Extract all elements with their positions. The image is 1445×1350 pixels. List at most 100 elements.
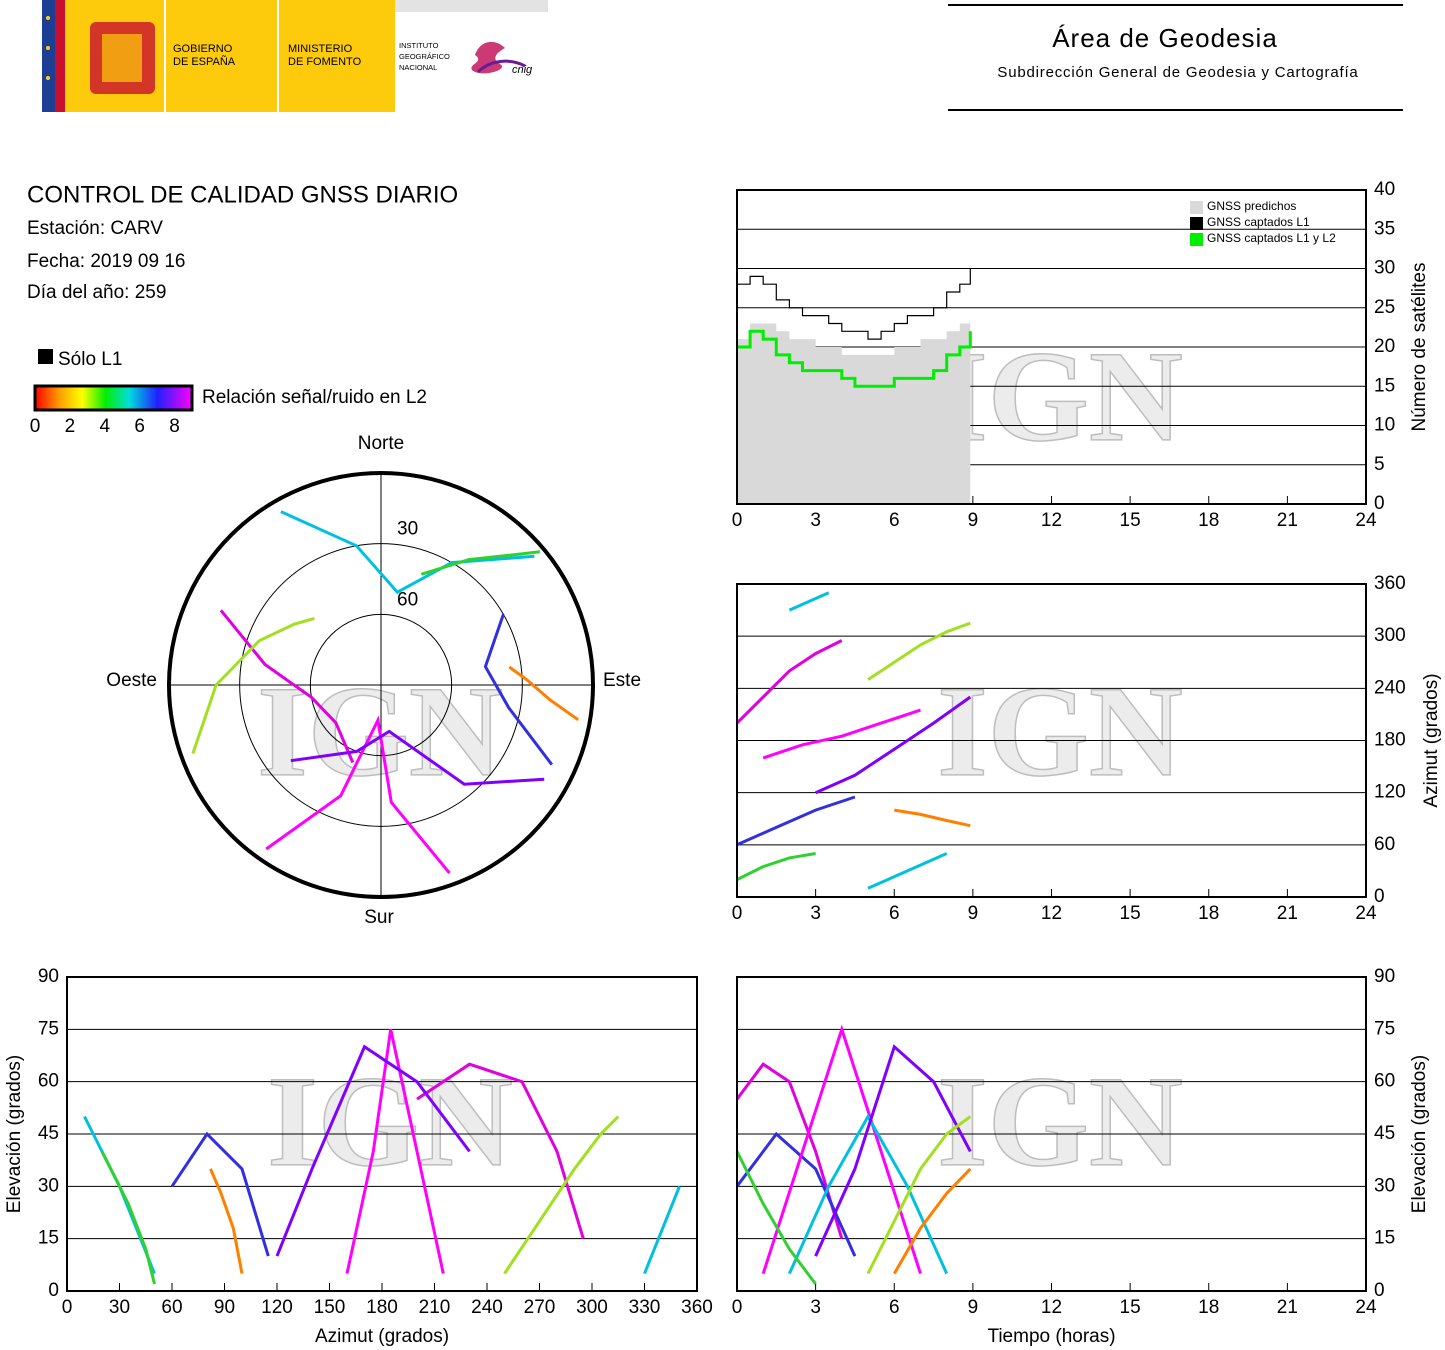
- y-tick-label: 120: [1374, 782, 1406, 803]
- x-tick-label: 0: [732, 510, 743, 531]
- x-tick-label: 300: [576, 1297, 608, 1318]
- satellite-track: [736, 852, 816, 881]
- x-tick-label: 15: [1120, 1297, 1141, 1318]
- y-tick-label: 90: [38, 966, 59, 987]
- snr-colorbar: [33, 384, 194, 412]
- ring-label: 60: [397, 589, 418, 610]
- x-tick-label: 0: [62, 1297, 73, 1318]
- y-tick-label: 90: [1374, 966, 1395, 987]
- x-tick-label: 330: [629, 1297, 661, 1318]
- y-axis-title: Elevación (grados): [1409, 1055, 1430, 1213]
- header-subtitle: Subdirección General de Geodesia y Carto…: [997, 64, 1358, 81]
- satellite-track: [508, 665, 580, 722]
- x-tick-label: 15: [1120, 510, 1141, 531]
- logo-text: GEOGRÁFICO: [399, 52, 450, 61]
- x-tick-label: 24: [1355, 510, 1377, 531]
- satellite-track: [814, 695, 972, 795]
- x-tick-label: 30: [109, 1297, 130, 1318]
- satellite-track: [893, 1167, 972, 1275]
- report-date: Fecha: 2019 09 16: [27, 251, 185, 272]
- x-tick-label: 3: [810, 1297, 821, 1318]
- count-line: [737, 268, 971, 340]
- y-tick-label: 15: [1374, 1228, 1395, 1249]
- satellite-track: [209, 1168, 244, 1274]
- logo-text: MINISTERIO: [288, 43, 353, 55]
- plot-frame: [66, 976, 698, 1292]
- y-axis-title: Azimut (grados): [1421, 673, 1442, 807]
- y-tick-label: 15: [1374, 375, 1395, 396]
- x-tick-label: 6: [889, 903, 900, 924]
- satellite-track: [191, 616, 315, 754]
- y-tick-label: 45: [1374, 1123, 1395, 1144]
- x-tick-label: 6: [889, 510, 900, 531]
- watermark: IGN: [937, 325, 1183, 469]
- y-tick-label: 0: [1374, 1280, 1385, 1301]
- x-tick-label: 210: [419, 1297, 451, 1318]
- x-tick-label: 21: [1277, 1297, 1298, 1318]
- y-tick-label: 45: [38, 1123, 59, 1144]
- x-tick-label: 90: [214, 1297, 235, 1318]
- satellite-track: [735, 639, 843, 725]
- satellite-track: [867, 621, 971, 681]
- x-tick-label: 21: [1277, 903, 1298, 924]
- satellite-track: [503, 1115, 620, 1275]
- x-tick-label: 3: [810, 903, 821, 924]
- cnig-logo: [471, 41, 505, 74]
- x-tick-label: 9: [968, 1297, 979, 1318]
- x-tick-label: 9: [968, 903, 979, 924]
- logo-bar: [395, 0, 548, 12]
- y-tick-label: 20: [1374, 336, 1395, 357]
- y-tick-label: 75: [38, 1018, 59, 1039]
- x-tick-label: 150: [314, 1297, 346, 1318]
- y-tick-label: 180: [1374, 730, 1406, 751]
- x-tick-label: 18: [1198, 510, 1219, 531]
- satellite-track: [290, 729, 545, 786]
- logo-text: INSTITUTO: [399, 41, 439, 50]
- flag-stripe: [55, 0, 65, 112]
- report-doy: Día del año: 259: [27, 282, 166, 303]
- x-axis-title: Azimut (grados): [315, 1326, 449, 1347]
- y-tick-label: 0: [1374, 886, 1385, 907]
- snr-label: Relación señal/ruido en L2: [202, 387, 427, 408]
- satellite-track: [735, 1062, 844, 1240]
- direction-label: Sur: [364, 907, 394, 928]
- x-tick-label: 120: [261, 1297, 293, 1318]
- satellite-track: [345, 1028, 445, 1274]
- y-axis-title: Elevación (grados): [4, 1055, 25, 1213]
- legend-swatch: [1190, 233, 1203, 246]
- satellite-track: [265, 715, 451, 875]
- l1-only-swatch: [38, 349, 53, 364]
- plot-frame: [736, 583, 1367, 898]
- eu-star: [46, 46, 50, 50]
- x-axis-title: Tiempo (horas): [987, 1326, 1115, 1347]
- y-tick-label: 40: [1374, 179, 1395, 200]
- x-tick-label: 9: [968, 510, 979, 531]
- y-tick-label: 30: [1374, 1175, 1395, 1196]
- y-tick-label: 60: [1374, 834, 1395, 855]
- y-tick-label: 0: [48, 1280, 59, 1301]
- snr-tick-label: 4: [99, 416, 110, 437]
- eu-star: [46, 76, 50, 80]
- snr-tick-label: 8: [169, 416, 180, 437]
- satellite-track: [736, 795, 856, 847]
- satellite-track: [219, 609, 355, 764]
- y-tick-label: 300: [1374, 625, 1406, 646]
- x-tick-label: 18: [1198, 903, 1219, 924]
- logo-text: GOBIERNO: [173, 43, 233, 55]
- x-tick-label: 0: [732, 903, 743, 924]
- x-tick-label: 180: [366, 1297, 398, 1318]
- y-tick-label: 75: [1374, 1018, 1395, 1039]
- x-tick-label: 6: [889, 1297, 900, 1318]
- elevation-ring: [309, 613, 453, 757]
- plot-frame: [736, 976, 1367, 1292]
- snr-tick-label: 6: [134, 416, 145, 437]
- watermark: IGN: [937, 1050, 1183, 1194]
- x-tick-label: 21: [1277, 510, 1298, 531]
- legend-label: GNSS captados L1: [1207, 215, 1310, 229]
- y-tick-label: 30: [1374, 258, 1395, 279]
- y-tick-label: 240: [1374, 677, 1406, 698]
- report-station: Estación: CARV: [27, 218, 163, 239]
- y-tick-label: 0: [1374, 493, 1385, 514]
- watermark: IGN: [937, 660, 1183, 804]
